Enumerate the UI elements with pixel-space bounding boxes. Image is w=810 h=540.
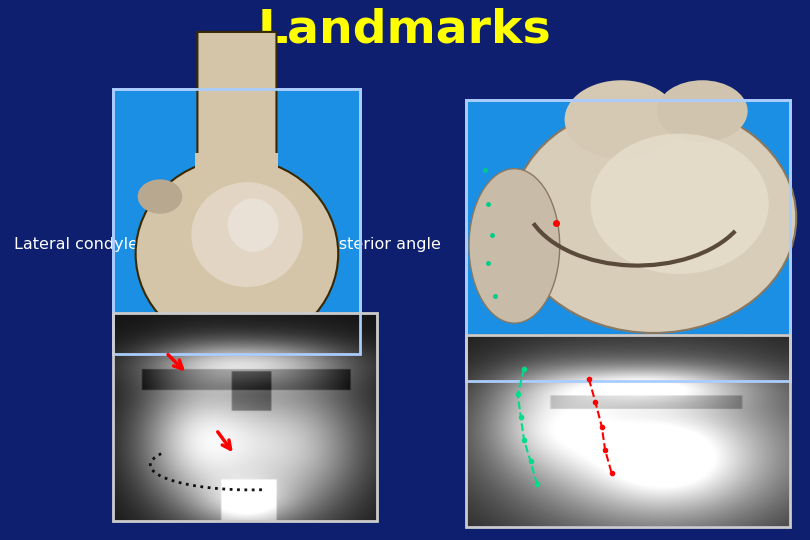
- Ellipse shape: [138, 179, 182, 214]
- Bar: [466, 100, 790, 381]
- Ellipse shape: [565, 80, 678, 159]
- Bar: [113, 89, 360, 354]
- Bar: [195, 153, 279, 181]
- Bar: [466, 100, 790, 381]
- Text: Landmarks: Landmarks: [258, 8, 552, 52]
- Ellipse shape: [228, 198, 279, 252]
- Bar: [466, 335, 790, 526]
- Bar: [113, 313, 377, 521]
- FancyBboxPatch shape: [198, 32, 276, 178]
- Ellipse shape: [191, 182, 303, 287]
- Bar: [113, 89, 360, 354]
- Ellipse shape: [590, 133, 769, 274]
- Ellipse shape: [469, 168, 560, 323]
- Ellipse shape: [657, 80, 748, 142]
- Ellipse shape: [135, 158, 339, 349]
- Text: Lateral condyle  : anterior notch  and posterior angle: Lateral condyle : anterior notch and pos…: [14, 238, 441, 253]
- Ellipse shape: [511, 103, 796, 333]
